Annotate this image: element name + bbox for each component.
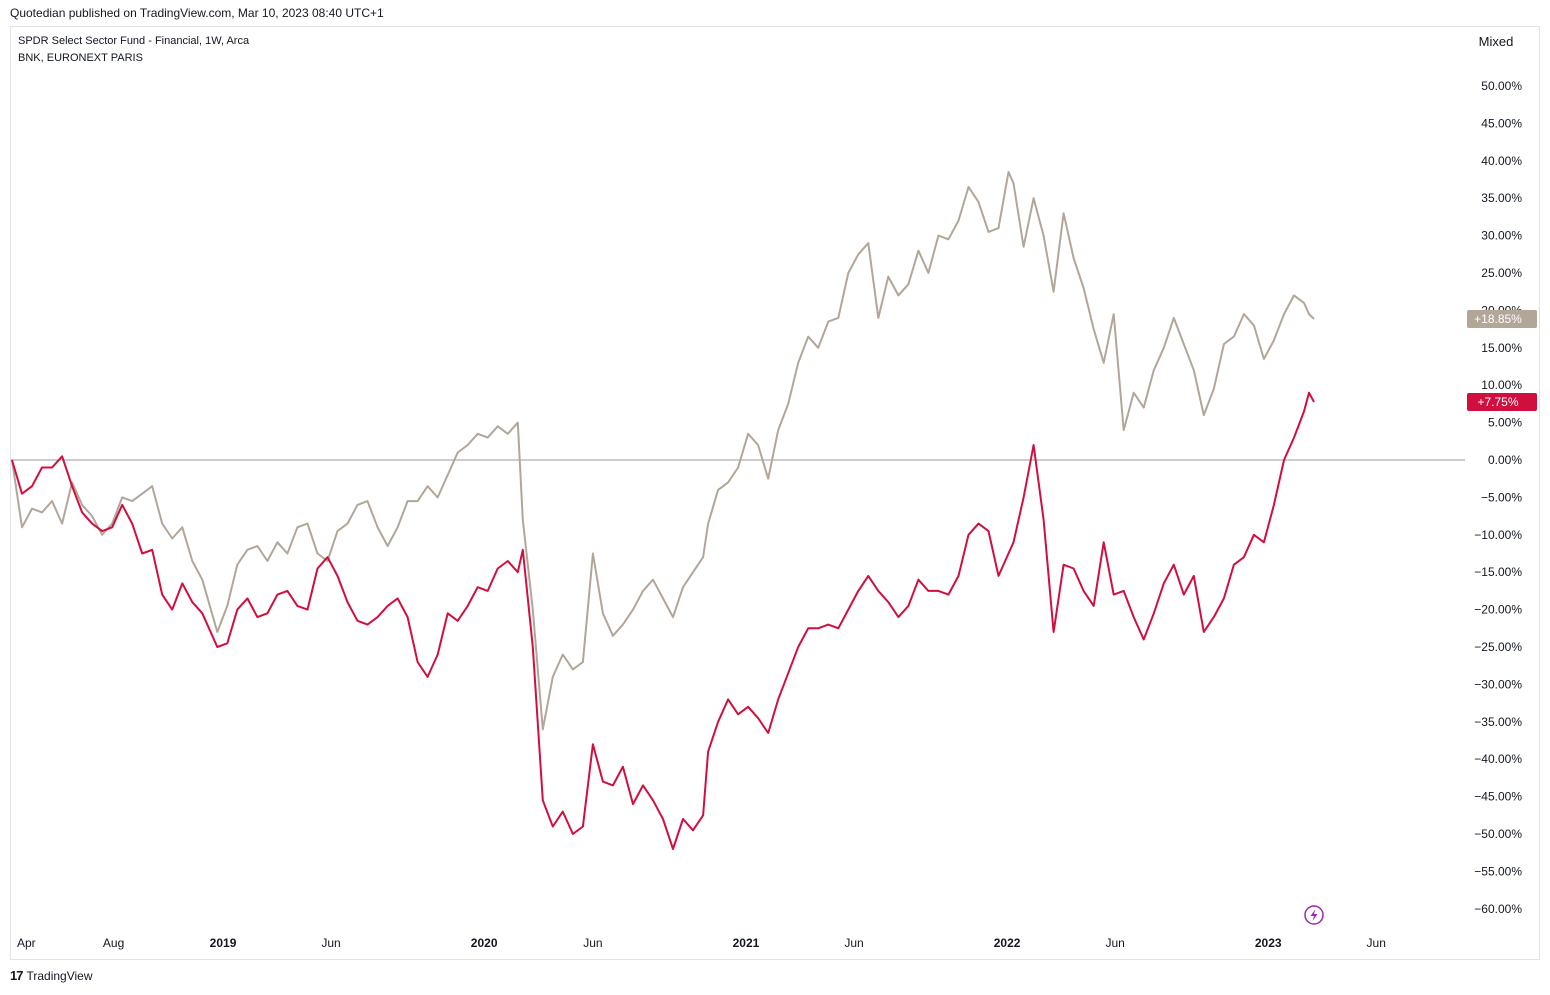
footer-brand: 17 TradingView [10, 968, 93, 983]
y-tick-label: −45.00% [1474, 790, 1522, 804]
scale-mode-label[interactable]: Mixed [1479, 34, 1514, 49]
y-tick-label: −20.00% [1474, 603, 1522, 617]
chart-frame[interactable] [10, 26, 1540, 960]
x-tick-label: 2020 [471, 936, 498, 950]
y-tick-label: 30.00% [1481, 229, 1522, 243]
y-tick-label: 10.00% [1481, 378, 1522, 392]
x-tick-label: Jun [321, 936, 340, 950]
y-tick-label: −60.00% [1474, 902, 1522, 916]
x-tick-label: Jun [583, 936, 602, 950]
x-tick-label: Apr [17, 936, 36, 950]
last-value-badges: +18.85% +7.75% [1467, 310, 1537, 412]
x-tick-label: Jun [844, 936, 863, 950]
y-tick-label: −55.00% [1474, 864, 1522, 878]
tradingview-logo-icon: 17 [10, 968, 24, 983]
legend-bnk[interactable]: BNK, EURONEXT PARIS [18, 52, 143, 64]
last-value-badge-1: +7.75% [1467, 393, 1537, 412]
y-tick-label: −15.00% [1474, 565, 1522, 579]
y-tick-label: −25.00% [1474, 640, 1522, 654]
y-tick-label: 35.00% [1481, 191, 1522, 205]
x-tick-label: 2019 [210, 936, 237, 950]
series-line-0 [11, 171, 1315, 731]
y-tick-label: 5.00% [1488, 416, 1522, 430]
publisher-header: Quotedian published on TradingView.com, … [10, 6, 384, 20]
footer-brand-label: TradingView [26, 968, 93, 983]
y-tick-label: −35.00% [1474, 715, 1522, 729]
x-tick-label: Jun [1105, 936, 1124, 950]
time-scale[interactable]: Apr Aug 2019 Jun 2020 Jun 2021 Jun 2022 Jun 2023 Ju… [17, 936, 1386, 950]
y-tick-label: 25.00% [1481, 266, 1522, 280]
y-tick-label: 45.00% [1481, 116, 1522, 130]
price-scale[interactable]: Mixed 50.00% 45.00% 40.00% 35.00% 30.00% 25.0… [1474, 34, 1522, 916]
y-tick-label: 50.00% [1481, 79, 1522, 93]
last-value-label: +18.85% [1474, 312, 1522, 326]
y-tick-label: −30.00% [1474, 677, 1522, 691]
x-tick-label: 2021 [733, 936, 760, 950]
y-tick-label: −50.00% [1474, 827, 1522, 841]
last-value-label: +7.75% [1477, 395, 1518, 409]
x-tick-label: 2022 [994, 936, 1021, 950]
series-layer [11, 171, 1315, 850]
series-line-1 [11, 391, 1315, 850]
y-tick-label: −10.00% [1474, 528, 1522, 542]
y-tick-label: 40.00% [1481, 154, 1522, 168]
x-tick-label: Jun [1367, 936, 1386, 950]
y-tick-label: 0.00% [1488, 453, 1522, 467]
lightning-icon[interactable] [1304, 905, 1324, 925]
x-tick-label: 2023 [1255, 936, 1282, 950]
x-tick-label: Aug [103, 936, 124, 950]
last-value-badge-0: +18.85% [1467, 310, 1537, 329]
y-tick-label: −5.00% [1481, 490, 1522, 504]
y-tick-label: 15.00% [1481, 341, 1522, 355]
y-tick-label: −40.00% [1474, 752, 1522, 766]
legend-xlf[interactable]: SPDR Select Sector Fund - Financial, 1W,… [18, 35, 250, 47]
